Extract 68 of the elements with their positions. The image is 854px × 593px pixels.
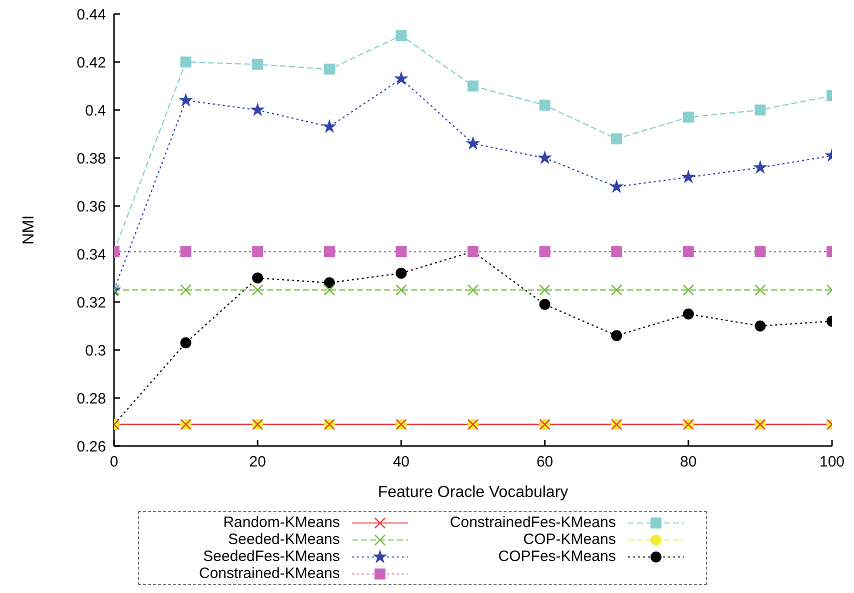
point: [324, 246, 335, 258]
point: [252, 246, 264, 258]
point: [252, 272, 264, 284]
y-tick-label: 0.28: [76, 390, 106, 408]
point: [682, 170, 695, 183]
legend-label: Constrained-KMeans: [199, 565, 340, 582]
point: [323, 120, 336, 132]
point: [754, 104, 766, 116]
point: [180, 94, 192, 106]
point: [396, 284, 407, 296]
x-axis-title: Feature Oracle Vocabulary: [378, 484, 568, 501]
point: [396, 268, 407, 279]
y-tick-label: 0.34: [76, 246, 106, 264]
point: [610, 180, 623, 192]
x-tick-label: 100: [819, 454, 845, 471]
legend-label: COPFes-KMeans: [498, 548, 616, 565]
point: [180, 284, 192, 296]
point: [611, 246, 622, 258]
point: [682, 284, 694, 296]
point: [466, 137, 480, 149]
y-tick-label: 0.4: [85, 102, 106, 120]
point: [467, 284, 479, 296]
point: [396, 30, 407, 42]
point: [180, 246, 192, 258]
point: [754, 161, 766, 173]
point: [324, 277, 335, 288]
point: [324, 284, 336, 296]
y-tick-label: 0.38: [76, 150, 106, 168]
point: [252, 58, 264, 70]
point: [539, 246, 550, 258]
y-axis-title: NMI: [20, 215, 38, 245]
point: [682, 112, 694, 123]
point: [252, 284, 264, 296]
legend-label: Random-KMeans: [223, 514, 340, 531]
x-tick-label: 40: [392, 454, 410, 471]
point: [180, 337, 192, 348]
y-tick-label: 0.36: [76, 198, 106, 216]
point: [610, 284, 622, 296]
point: [754, 320, 766, 332]
legend-label: Seeded-KMeans: [228, 531, 340, 548]
point: [611, 330, 622, 342]
legend-label: ConstrainedFes-KMeans: [450, 514, 616, 531]
point: [754, 246, 766, 258]
y-tick-label: 0.32: [76, 294, 106, 312]
point: [538, 152, 552, 164]
point: [180, 56, 192, 68]
point: [754, 284, 766, 296]
x-tick-label: 60: [536, 454, 554, 471]
y-tick-label: 0.3: [85, 342, 106, 360]
legend-label: SeededFes-KMeans: [203, 548, 340, 565]
point: [682, 246, 694, 258]
point: [468, 80, 478, 92]
y-tick-label: 0.26: [76, 438, 106, 456]
point: [539, 298, 550, 310]
point: [251, 104, 264, 116]
point: [394, 72, 408, 84]
point: [539, 284, 550, 296]
y-tick-label: 0.44: [76, 6, 106, 24]
point: [682, 308, 694, 320]
legend-label: COP-KMeans: [523, 531, 616, 548]
x-tick-label: 20: [249, 454, 266, 471]
point: [324, 64, 335, 75]
point: [396, 246, 407, 258]
y-tick-label: 0.42: [76, 54, 106, 72]
x-tick-label: 80: [680, 454, 697, 471]
x-tick-label: 0: [110, 454, 118, 471]
point: [611, 133, 622, 144]
point: [539, 100, 550, 111]
